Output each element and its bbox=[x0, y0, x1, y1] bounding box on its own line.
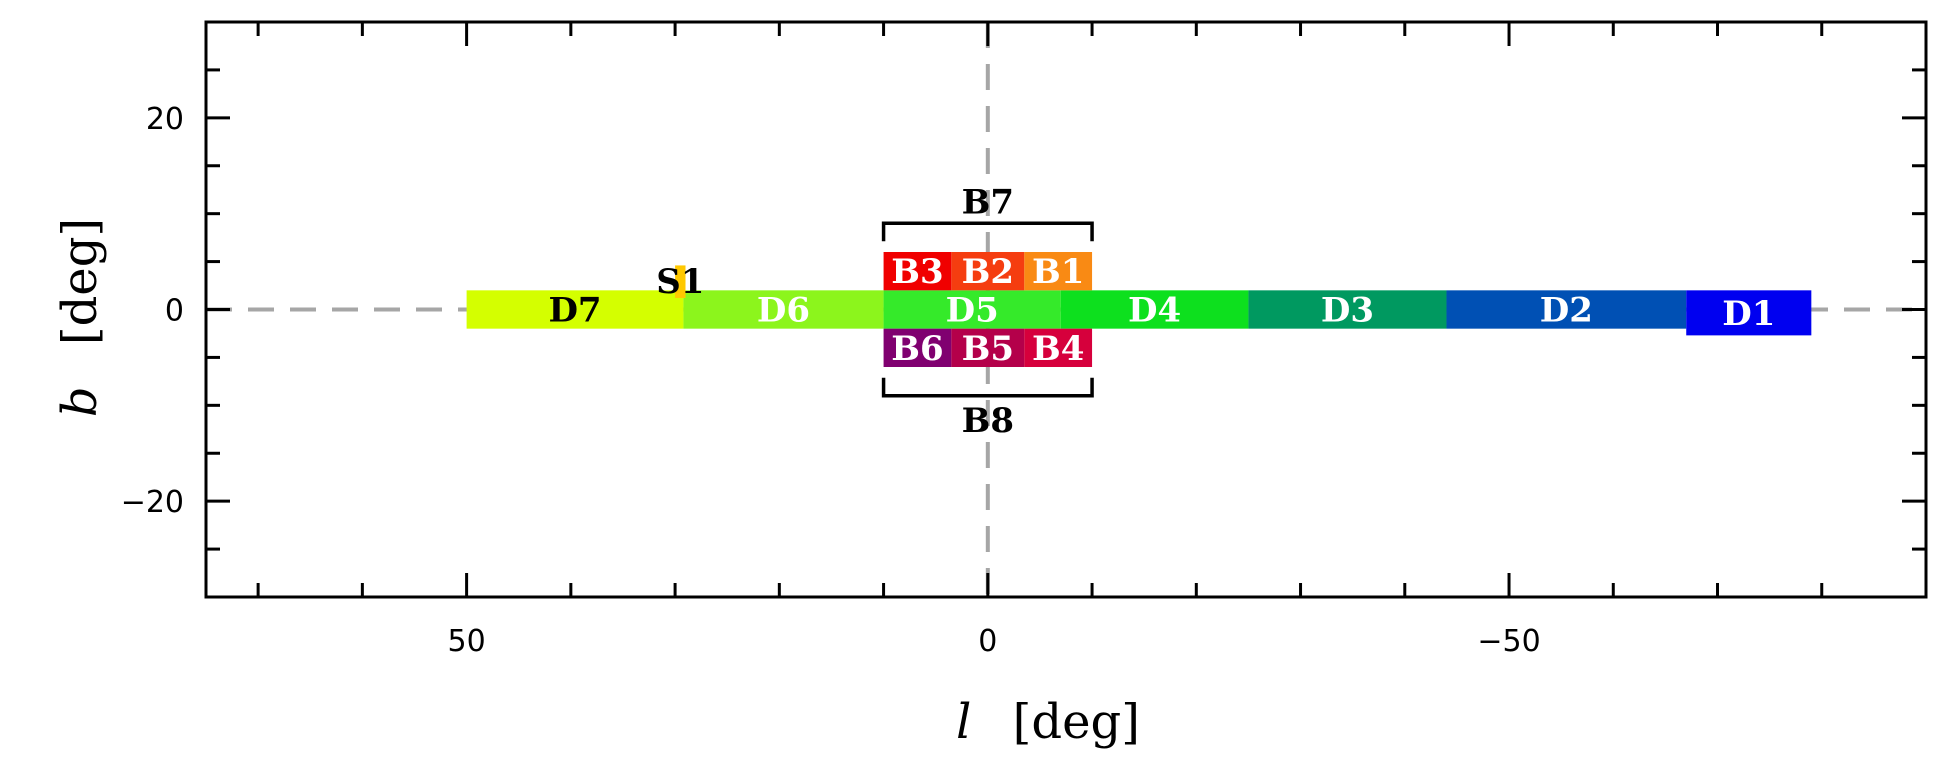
x-axis-title: l [deg] bbox=[956, 694, 1140, 750]
region-d2 bbox=[1446, 290, 1687, 329]
x-tick-label: 50 bbox=[448, 624, 486, 659]
region-label-b4: B4 bbox=[1032, 329, 1084, 369]
region-label-b5: B5 bbox=[962, 329, 1014, 369]
region-label-b2: B2 bbox=[962, 252, 1014, 292]
region-label-b3: B3 bbox=[891, 252, 943, 292]
bracket-label-b8: B8 bbox=[962, 401, 1014, 441]
bracket-label-b7: B7 bbox=[962, 182, 1014, 222]
region-b1 bbox=[1024, 252, 1093, 291]
region-b3 bbox=[883, 252, 952, 291]
region-label-d7: D7 bbox=[548, 291, 601, 331]
region-brackets: B7 B8 bbox=[881, 182, 1094, 441]
x-tick-label: −50 bbox=[1477, 624, 1540, 659]
region-label-d1: D1 bbox=[1722, 294, 1775, 334]
x-axis-symbol: l bbox=[956, 694, 971, 750]
y-tick-label: 20 bbox=[146, 102, 184, 137]
region-b4 bbox=[1024, 328, 1093, 367]
x-tick-label: 0 bbox=[978, 624, 997, 659]
region-d5 bbox=[883, 290, 1061, 329]
bracket-b8 bbox=[881, 377, 1094, 398]
y-tick-label: 0 bbox=[165, 294, 184, 329]
axis-ticks bbox=[206, 22, 1928, 597]
y-axis-unit: [deg] bbox=[52, 218, 108, 345]
x-axis-unit: [deg] bbox=[1013, 694, 1140, 750]
survey-regions: D7 D6 D5 D4 D3 D2 D1 B3 B2 B1 B6 B5 B4 S1 bbox=[466, 252, 1812, 369]
region-label-s1: S1 bbox=[656, 262, 704, 302]
region-b2 bbox=[951, 252, 1025, 291]
region-s1 bbox=[675, 265, 686, 298]
bracket-b7 bbox=[881, 221, 1094, 242]
y-axis-title: b [deg] bbox=[52, 218, 108, 417]
y-axis-symbol: b bbox=[52, 386, 108, 417]
region-b5 bbox=[951, 328, 1025, 367]
region-d3 bbox=[1248, 290, 1447, 329]
region-label-d5: D5 bbox=[946, 291, 999, 331]
y-tick-label: −20 bbox=[121, 485, 184, 520]
region-label-b1: B1 bbox=[1032, 252, 1084, 292]
region-label-d2: D2 bbox=[1540, 291, 1593, 331]
region-d6 bbox=[683, 290, 884, 329]
region-d7 bbox=[466, 290, 684, 329]
region-label-d6: D6 bbox=[757, 291, 810, 331]
region-d4 bbox=[1060, 290, 1249, 329]
region-b6 bbox=[883, 328, 952, 367]
axis-tick-labels: 50 0 −50 20 0 −20 bbox=[121, 102, 1541, 659]
region-label-d3: D3 bbox=[1321, 291, 1374, 331]
region-label-d4: D4 bbox=[1128, 291, 1181, 331]
region-label-b6: B6 bbox=[891, 329, 943, 369]
region-d1 bbox=[1686, 290, 1812, 336]
